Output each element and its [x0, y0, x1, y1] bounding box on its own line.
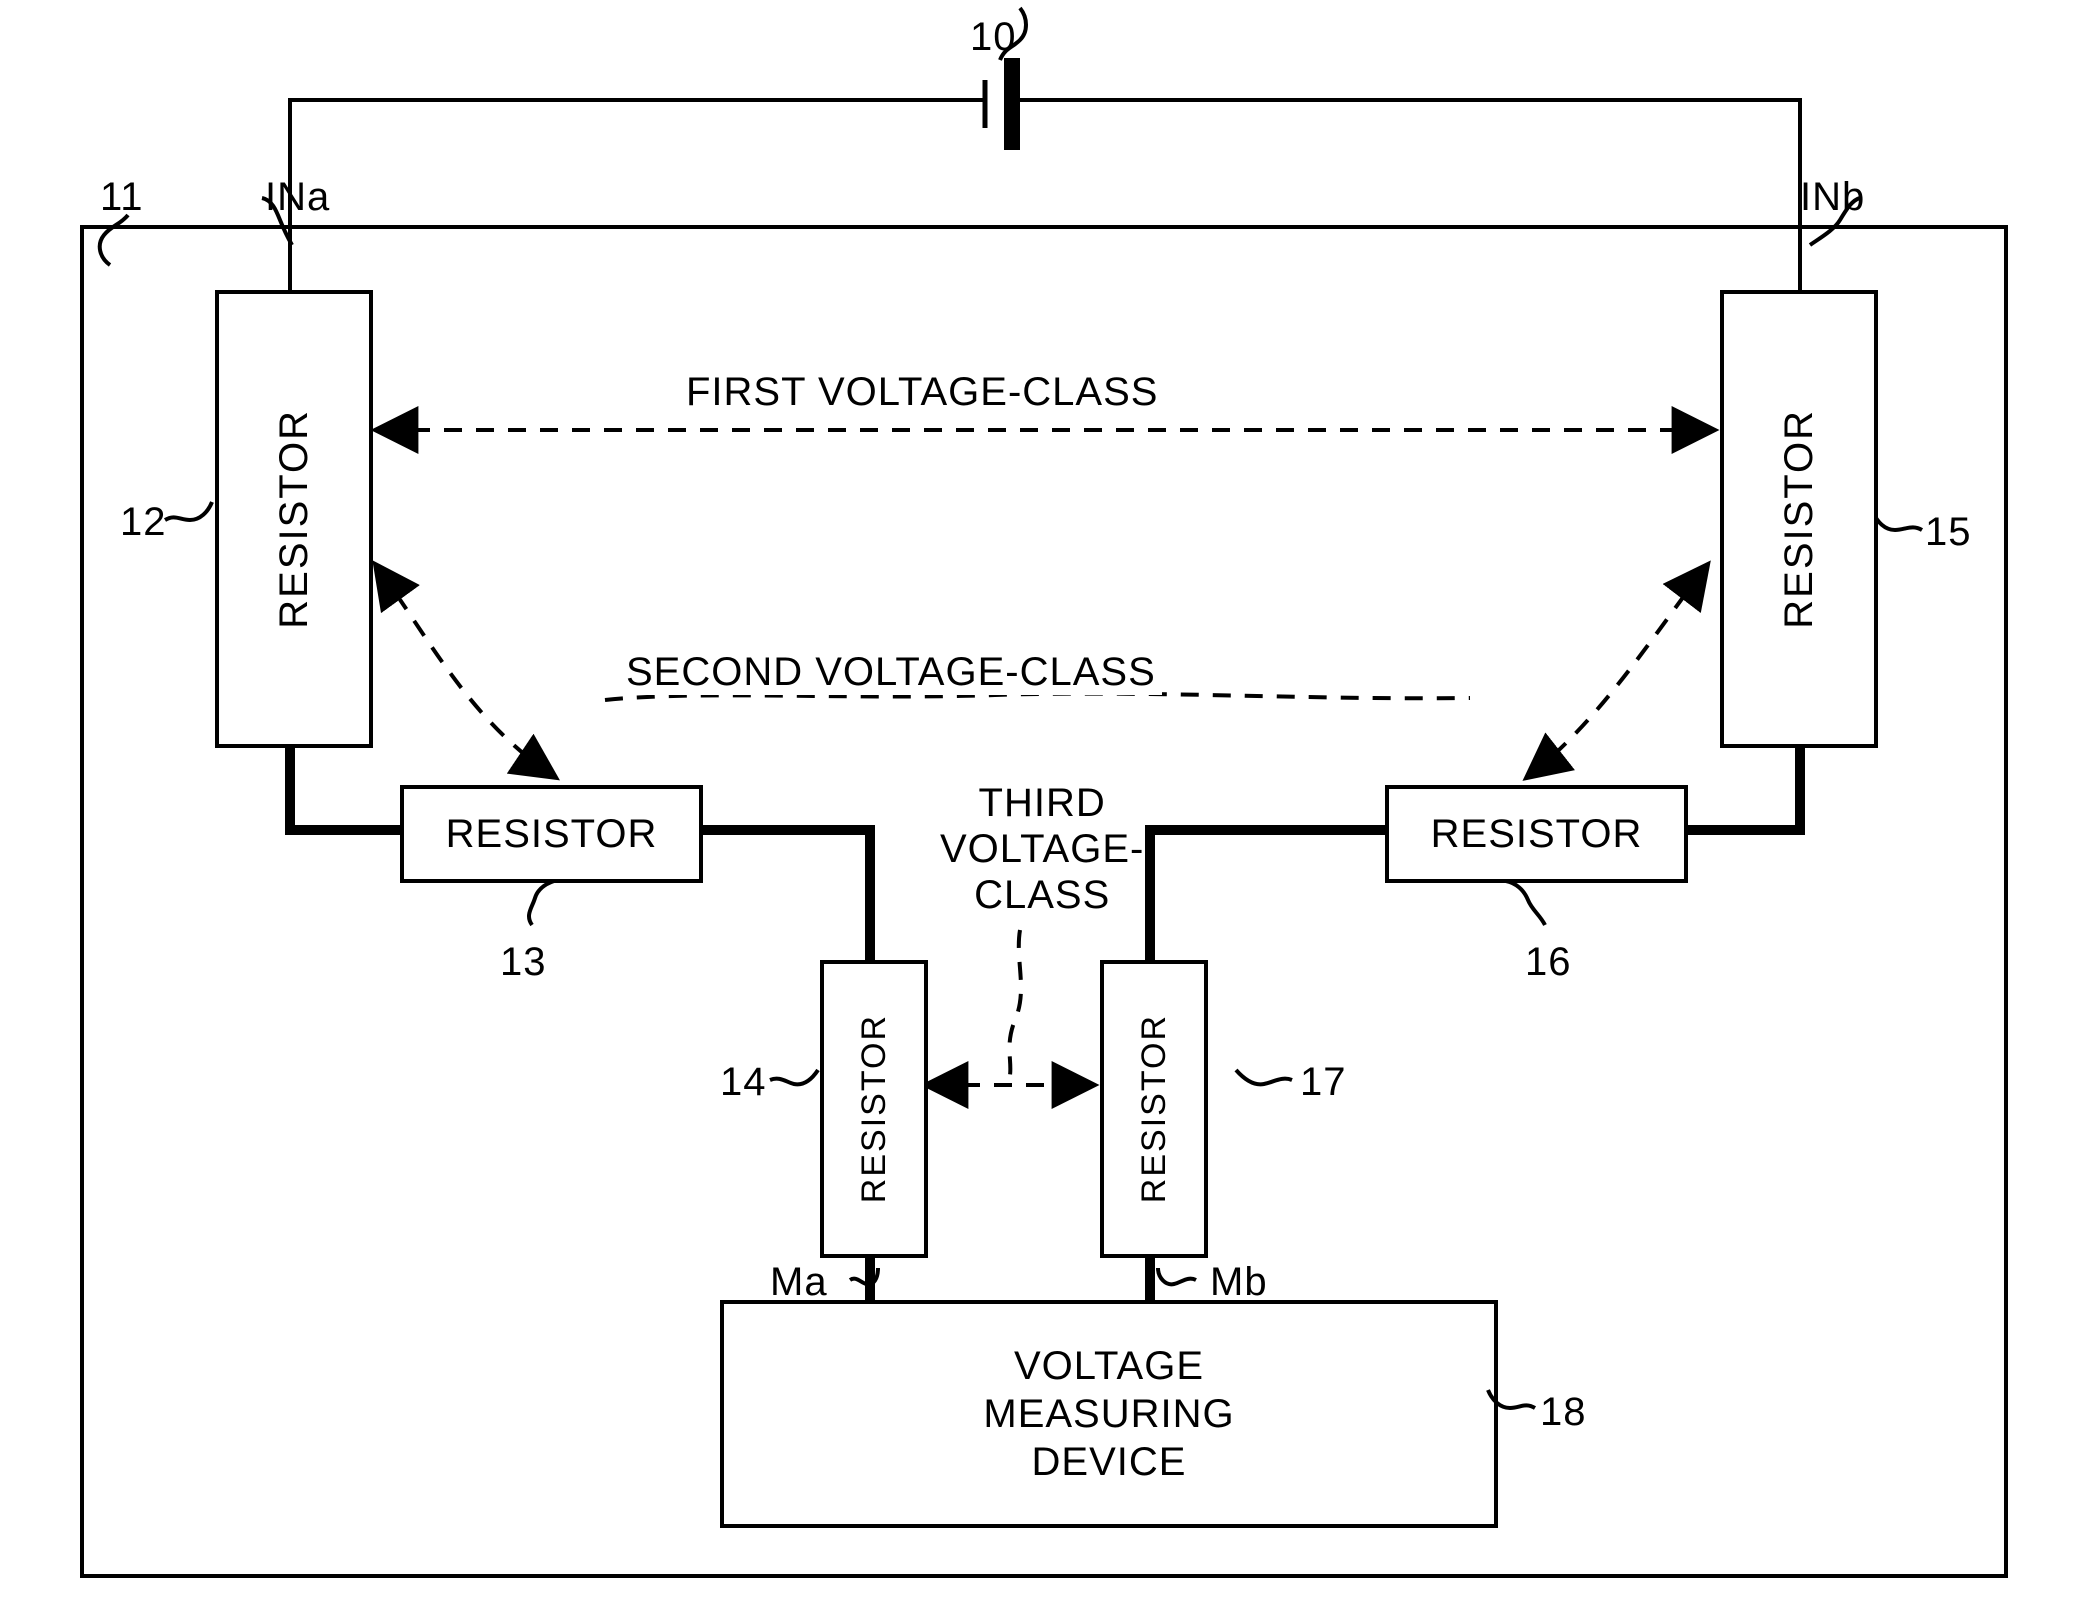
- resistor-15-label: RESISTOR: [1777, 409, 1822, 629]
- third-vc-line2: VOLTAGE-: [940, 827, 1144, 871]
- third-voltage-class-label: THIRD VOLTAGE- CLASS: [940, 780, 1144, 918]
- ref-14: 14: [720, 1060, 767, 1105]
- wire-r13-to-r14: [695, 830, 870, 960]
- resistor-16-box: RESISTOR: [1385, 785, 1688, 883]
- tilde-16: [1506, 881, 1545, 925]
- ref-11: 11: [100, 175, 144, 220]
- resistor-12-label: RESISTOR: [272, 409, 317, 629]
- resistor-12-box: RESISTOR: [215, 290, 373, 748]
- voltage-measuring-device-text: VOLTAGE MEASURING DEVICE: [983, 1342, 1234, 1486]
- tilde-15: [1873, 512, 1922, 530]
- first-voltage-class-label: FIRST VOLTAGE-CLASS: [680, 370, 1164, 415]
- ref-Ma: Ma: [770, 1260, 828, 1305]
- ref-INb: INb: [1800, 175, 1865, 220]
- resistor-13-box: RESISTOR: [400, 785, 703, 883]
- third-voltage-class-leader: [1009, 930, 1021, 1075]
- second-voltage-class-label: SECOND VOLTAGE-CLASS: [620, 650, 1162, 695]
- tilde-14: [770, 1070, 818, 1084]
- resistor-17-label: RESISTOR: [1135, 1014, 1174, 1203]
- second-voltage-class-arrow-left: [378, 568, 552, 775]
- ref-16: 16: [1525, 940, 1572, 985]
- resistor-14-box: RESISTOR: [820, 960, 928, 1258]
- vm-line2: MEASURING: [983, 1392, 1234, 1436]
- ref-Mb: Mb: [1210, 1260, 1268, 1305]
- tilde-17: [1236, 1070, 1292, 1084]
- ref-15: 15: [1925, 510, 1972, 555]
- tilde-11: [100, 215, 128, 265]
- resistor-13-label: RESISTOR: [446, 812, 658, 857]
- resistor-14-label: RESISTOR: [855, 1014, 894, 1203]
- wire-top-right: [1020, 100, 1800, 225]
- resistor-15-box: RESISTOR: [1720, 290, 1878, 748]
- ref-10: 10: [970, 15, 1017, 60]
- ref-18: 18: [1540, 1390, 1587, 1435]
- tilde-13: [529, 880, 558, 925]
- vm-line1: VOLTAGE: [1014, 1344, 1204, 1388]
- battery-pos-plate: [1004, 58, 1020, 150]
- voltage-measuring-device-box: VOLTAGE MEASURING DEVICE: [720, 1300, 1498, 1528]
- wire-top-left: [290, 100, 985, 225]
- wire-r16-to-r17: [1150, 830, 1385, 960]
- third-vc-line1: THIRD: [979, 781, 1106, 825]
- resistor-16-label: RESISTOR: [1431, 812, 1643, 857]
- resistor-17-box: RESISTOR: [1100, 960, 1208, 1258]
- diagram-stage: RESISTOR RESISTOR RESISTOR RESISTOR RESI…: [0, 0, 2087, 1610]
- tilde-12: [165, 502, 212, 520]
- ref-INa: INa: [265, 175, 330, 220]
- second-voltage-class-arrow-right: [1530, 568, 1705, 775]
- wire-r15-to-r16: [1680, 740, 1800, 830]
- tilde-Mb: [1158, 1268, 1196, 1284]
- ref-13: 13: [500, 940, 547, 985]
- ref-17: 17: [1300, 1060, 1347, 1105]
- ref-12: 12: [120, 500, 167, 545]
- third-vc-line3: CLASS: [974, 873, 1110, 917]
- wire-r12-to-r13: [290, 740, 400, 830]
- vm-line3: DEVICE: [1032, 1440, 1187, 1484]
